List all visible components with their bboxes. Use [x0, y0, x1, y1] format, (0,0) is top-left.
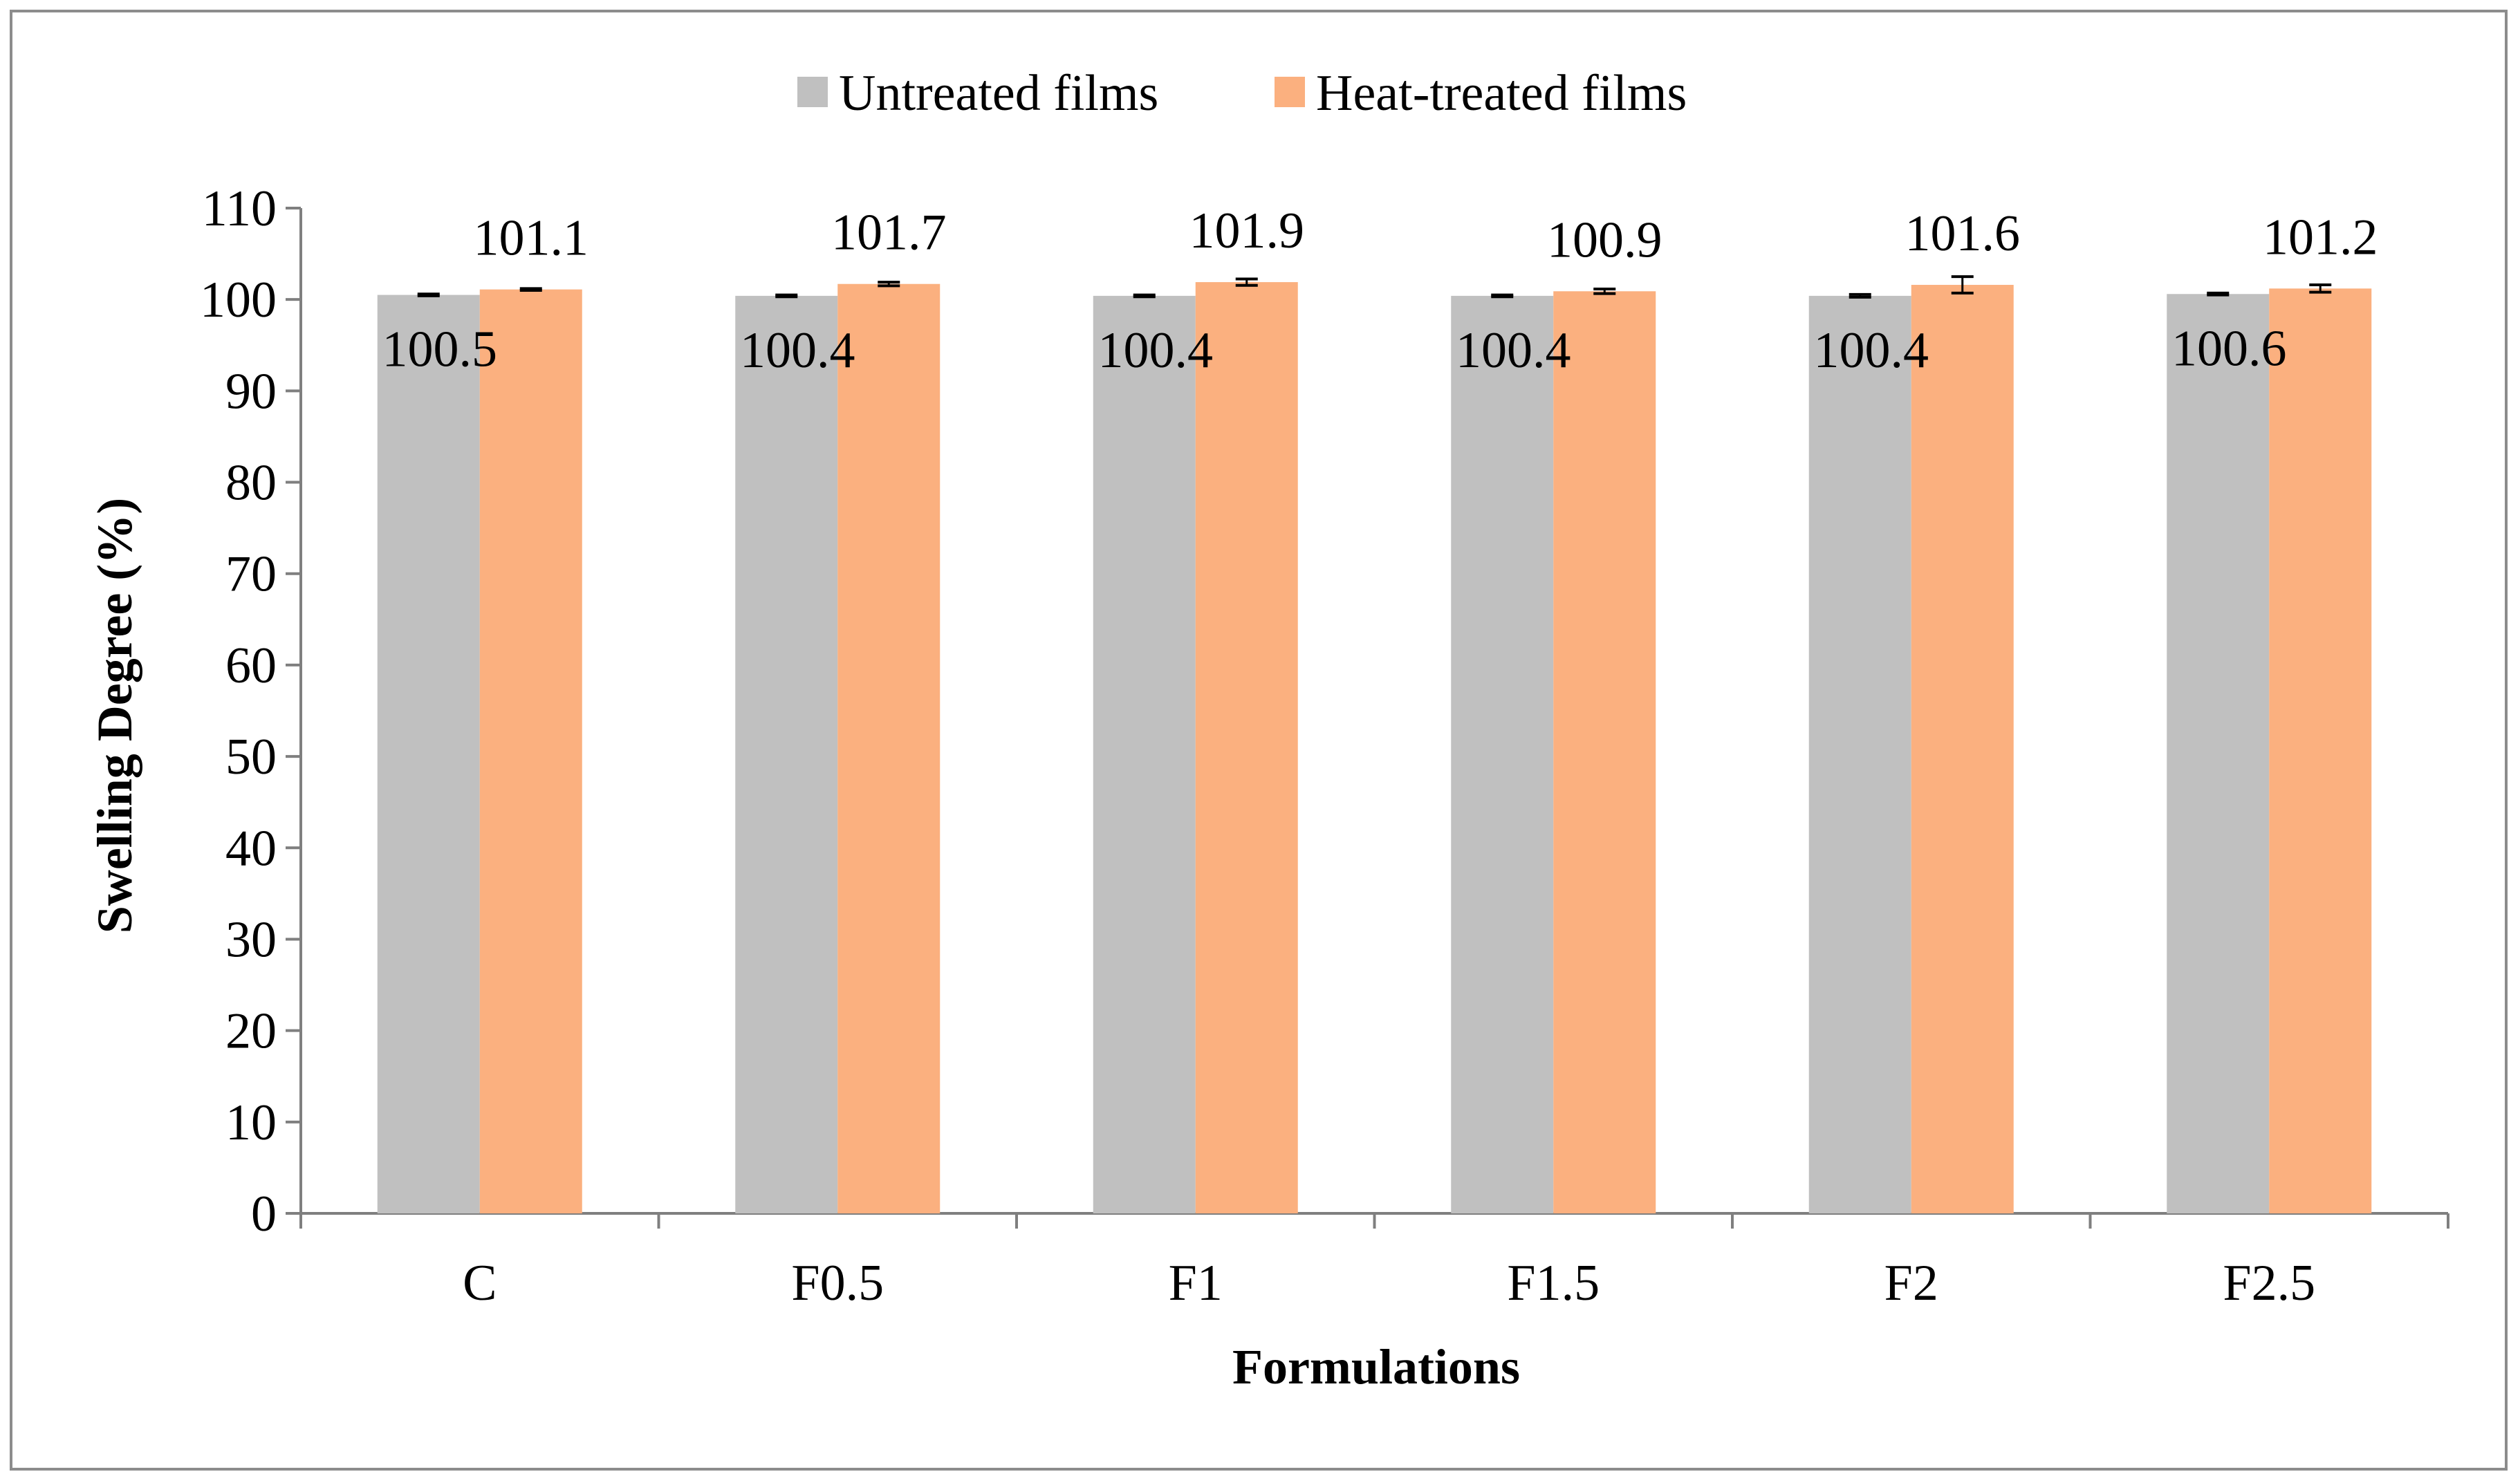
data-label-heat-treated: 101.6	[1905, 205, 2021, 262]
legend-swatch-heat-treated	[1275, 77, 1305, 107]
bar-heat-treated	[1195, 282, 1298, 1213]
y-tick-label: 10	[225, 1094, 277, 1151]
bar-untreated	[735, 295, 838, 1213]
data-label-heat-treated: 100.9	[1547, 212, 1662, 268]
data-label-heat-treated: 101.9	[1189, 203, 1305, 259]
bars	[377, 282, 2372, 1214]
legend-swatch-untreated	[797, 77, 828, 107]
bar-untreated	[377, 295, 480, 1213]
bar-heat-treated	[2269, 288, 2372, 1213]
x-tick-label: F1	[1169, 1255, 1223, 1312]
x-tick-label: F1.5	[1507, 1255, 1600, 1312]
data-label-untreated: 100.4	[740, 322, 855, 379]
y-tick-label: 80	[225, 455, 277, 512]
y-tick-label: 90	[225, 363, 277, 420]
bar-untreated	[1093, 295, 1196, 1213]
data-labels: 100.5 100.4 100.4 100.4 100.4 100.6 101.1 101.7…	[382, 203, 2378, 379]
data-label-untreated: 100.4	[1814, 322, 1929, 379]
bar-untreated	[2167, 294, 2270, 1213]
y-tick-label: 100	[200, 272, 277, 328]
data-label-heat-treated: 101.1	[474, 210, 589, 267]
bar-heat-treated	[837, 283, 941, 1213]
y-tick-label: 30	[225, 911, 277, 968]
y-tick-label: 40	[225, 820, 277, 877]
data-label-untreated: 100.5	[382, 321, 498, 378]
data-label-untreated: 100.6	[2171, 320, 2287, 377]
x-axis: C F0.5 F1 F1.5 F2 F2.5	[299, 1212, 2449, 1312]
data-label-heat-treated: 101.7	[831, 205, 947, 261]
x-tick-label: C	[463, 1255, 497, 1312]
data-label-untreated: 100.4	[1456, 322, 1571, 379]
data-label-heat-treated: 101.2	[2263, 209, 2378, 265]
x-tick-label: F0.5	[791, 1255, 884, 1312]
bar-untreated	[1808, 295, 1911, 1213]
y-axis: 0 10 20 30 40 50 60 70 80 90 100 110	[200, 180, 302, 1242]
data-label-untreated: 100.4	[1098, 322, 1214, 379]
bar-heat-treated	[1911, 285, 2014, 1213]
legend-label-untreated: Untreated films	[839, 65, 1158, 122]
bar-heat-treated	[479, 289, 582, 1213]
y-tick-label: 50	[225, 729, 277, 785]
legend-label-heat-treated: Heat-treated films	[1316, 65, 1687, 122]
x-tick-label: F2.5	[2223, 1255, 2315, 1312]
y-tick-label: 70	[225, 546, 277, 603]
y-tick-label: 110	[202, 180, 277, 237]
y-tick-label: 0	[251, 1186, 277, 1242]
error-bars	[417, 275, 2332, 299]
legend: Untreated films Heat-treated films	[797, 65, 1687, 122]
y-tick-label: 20	[225, 1003, 277, 1060]
y-tick-label: 60	[225, 637, 277, 694]
bar-untreated	[1451, 295, 1554, 1213]
x-axis-title: Formulations	[1232, 1339, 1520, 1395]
y-axis-title: Swelling Degree (%)	[87, 498, 142, 934]
bar-heat-treated	[1553, 291, 1656, 1214]
x-tick-label: F2	[1884, 1255, 1938, 1312]
